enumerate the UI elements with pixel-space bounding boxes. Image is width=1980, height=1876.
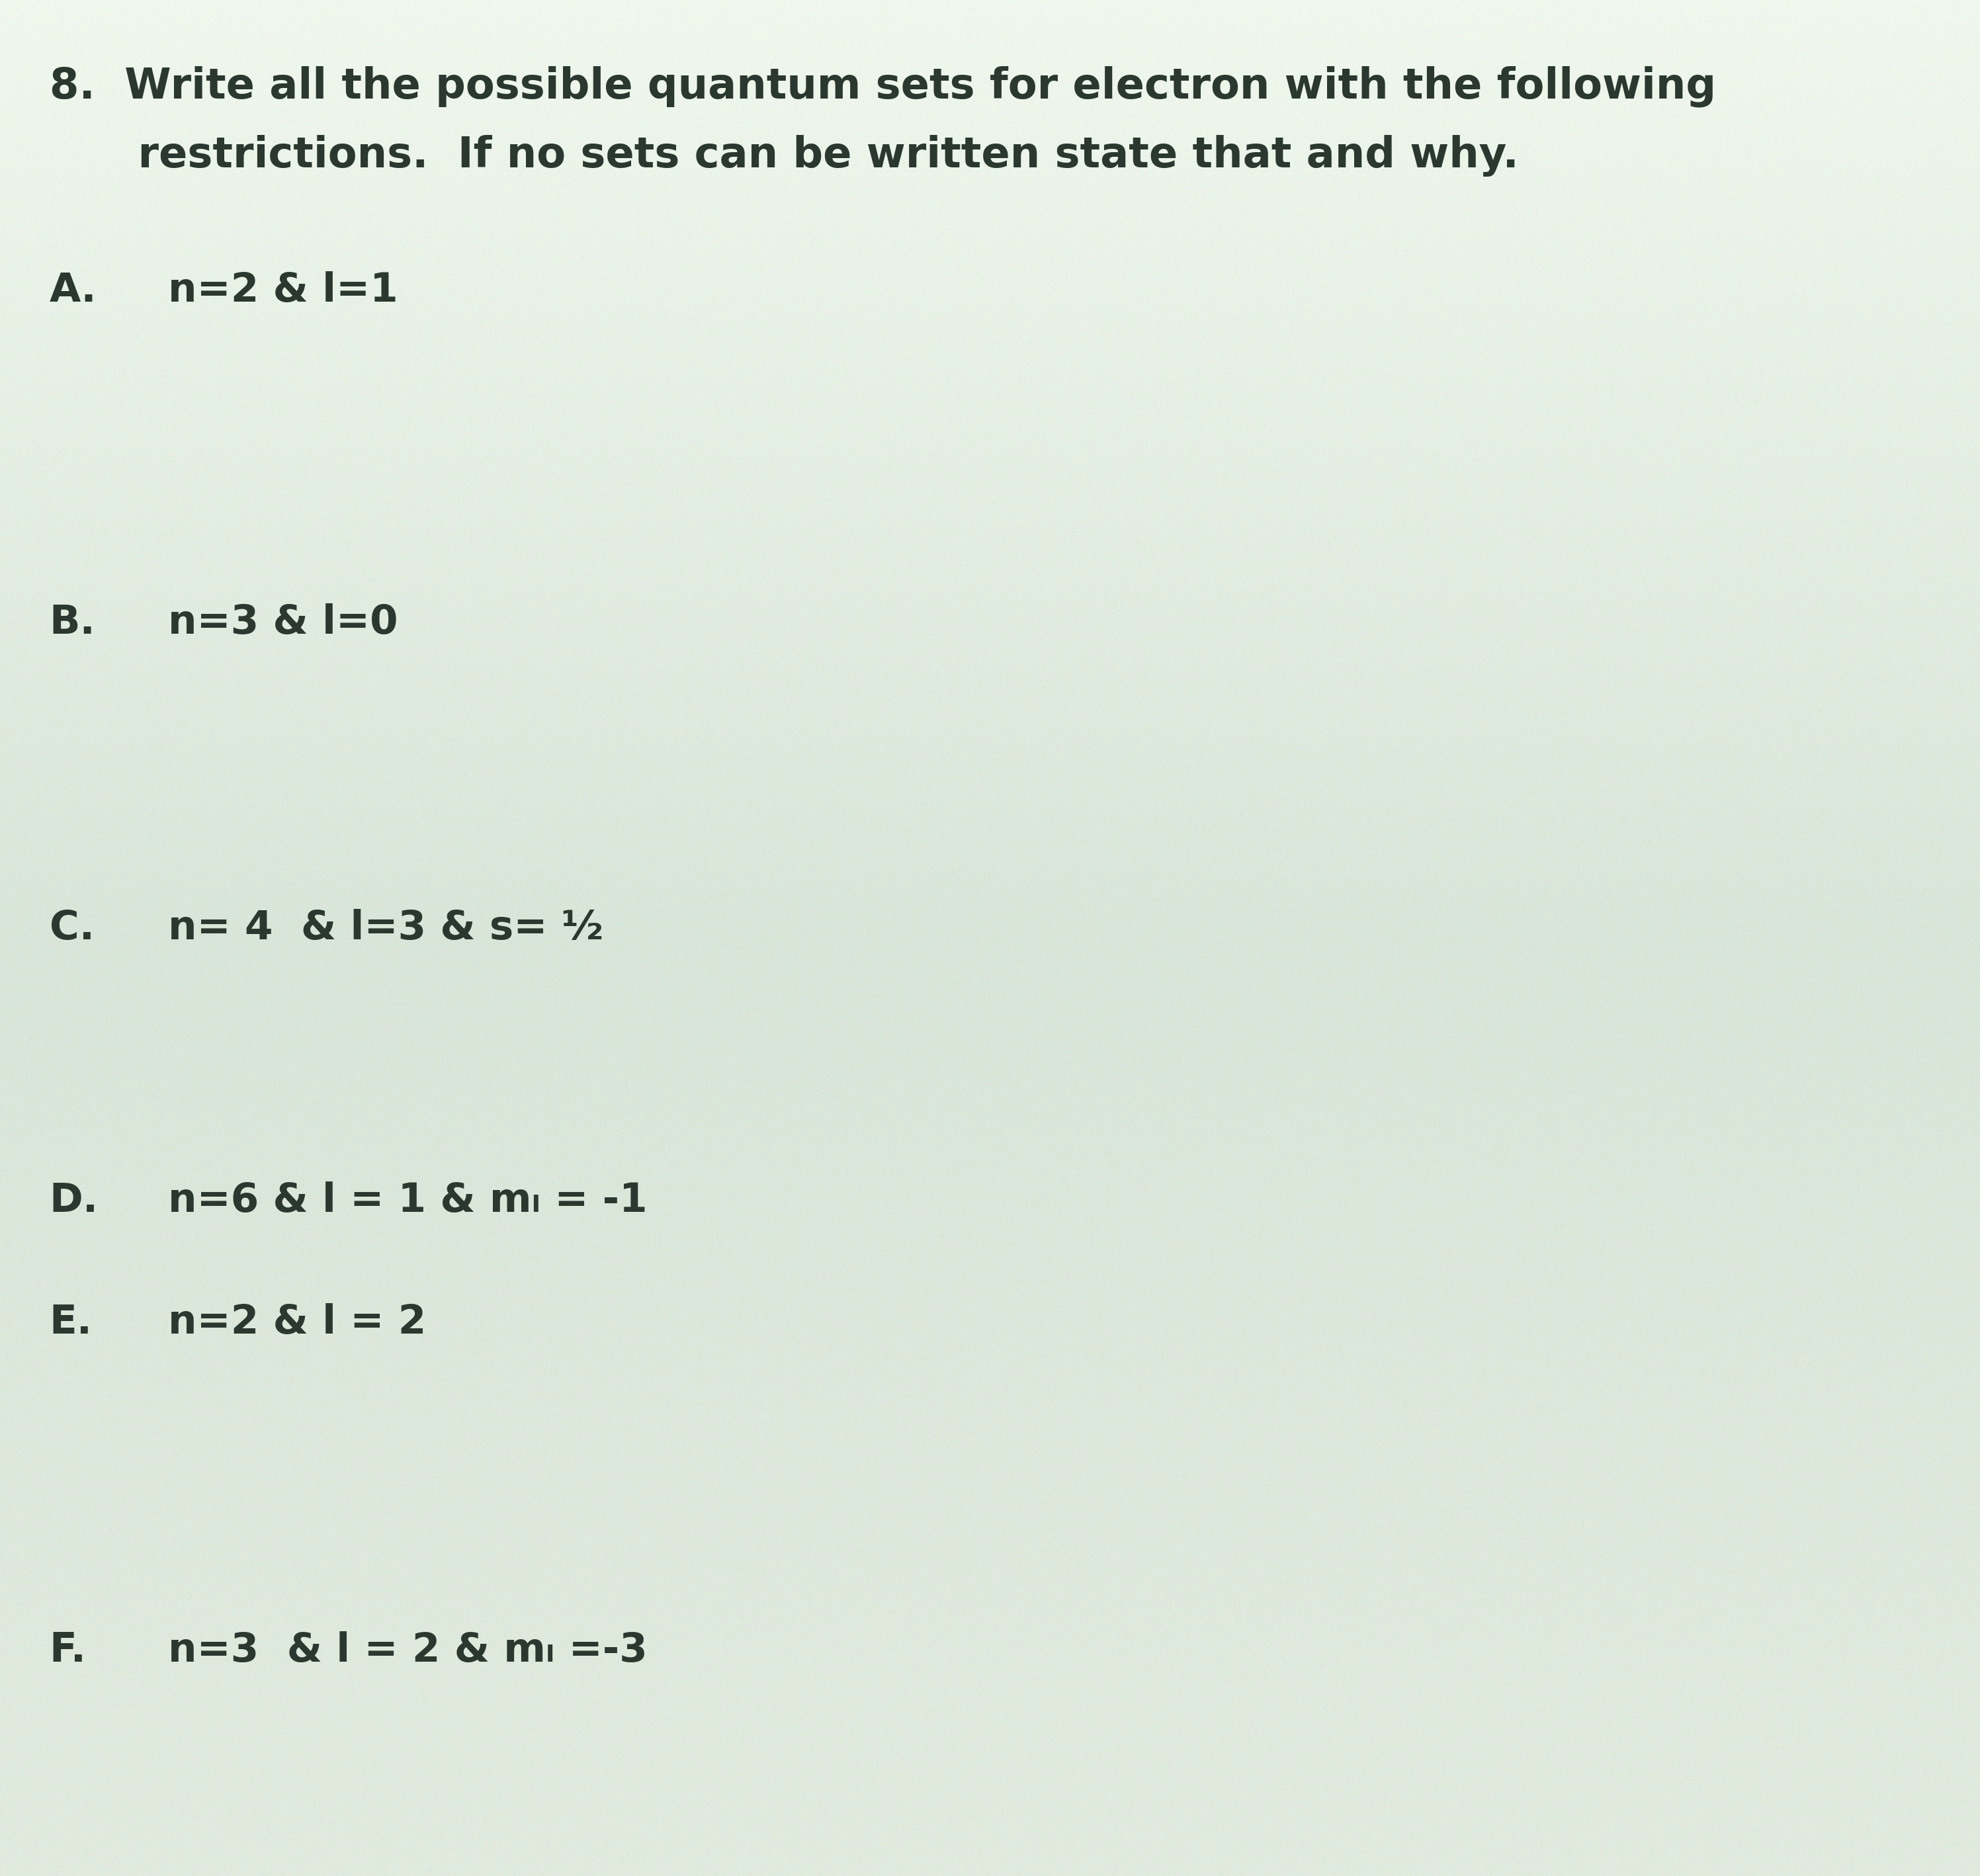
Text: A.: A. [50,272,97,310]
Text: 8.  Write all the possible quantum sets for electron with the following: 8. Write all the possible quantum sets f… [50,66,1717,107]
Text: n= 4  & l=3 & s= ½: n= 4 & l=3 & s= ½ [168,910,604,947]
Text: E.: E. [50,1304,93,1341]
Text: D.: D. [50,1182,99,1219]
Text: n=3 & l=0: n=3 & l=0 [168,604,398,642]
Text: n=6 & l = 1 & mₗ = -1: n=6 & l = 1 & mₗ = -1 [168,1182,647,1219]
Text: n=2 & l = 2: n=2 & l = 2 [168,1304,426,1341]
Text: C.: C. [50,910,95,947]
Text: F.: F. [50,1632,87,1670]
Text: B.: B. [50,604,95,642]
Text: n=3  & l = 2 & mₗ =-3: n=3 & l = 2 & mₗ =-3 [168,1632,647,1670]
Text: n=2 & l=1: n=2 & l=1 [168,272,398,310]
Text: restrictions.  If no sets can be written state that and why.: restrictions. If no sets can be written … [50,135,1519,176]
